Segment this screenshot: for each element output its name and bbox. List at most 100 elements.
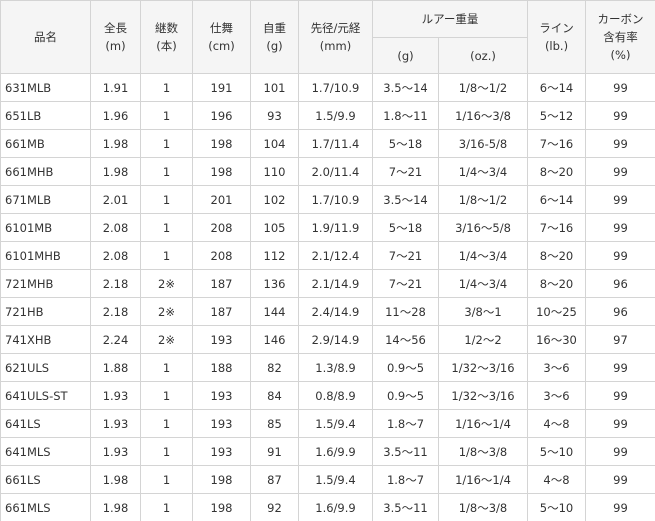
- header-text: 継数: [155, 21, 178, 35]
- data-cell: 1/2～2: [438, 325, 528, 354]
- data-cell: 102: [250, 185, 299, 214]
- data-cell: 1/4～3/4: [438, 157, 528, 186]
- data-cell: 1/8～1/2: [438, 73, 528, 102]
- header-cell: ライン (lb.): [527, 0, 586, 74]
- header-text: 品名: [34, 30, 57, 44]
- data-cell: 2.18: [90, 297, 141, 326]
- data-cell: 3/16-5/8: [438, 129, 528, 158]
- model-cell: 641LS: [0, 409, 91, 438]
- data-cell: 1.98: [90, 157, 141, 186]
- header-text: (lb.): [544, 39, 569, 53]
- data-cell: 1.5/9.4: [298, 409, 373, 438]
- data-cell: 4～8: [527, 409, 586, 438]
- data-cell: 1: [140, 409, 193, 438]
- model-cell: 631MLB: [0, 73, 91, 102]
- data-cell: 10～25: [527, 297, 586, 326]
- data-cell: 198: [192, 129, 251, 158]
- model-cell: 641MLS: [0, 437, 91, 466]
- data-cell: 1.7/11.4: [298, 129, 373, 158]
- data-cell: 6～14: [527, 185, 586, 214]
- model-cell: 641ULS-ST: [0, 381, 91, 410]
- data-cell: 91: [250, 437, 299, 466]
- data-cell: 1: [140, 157, 193, 186]
- data-cell: 14～56: [372, 325, 439, 354]
- data-cell: 16～30: [527, 325, 586, 354]
- data-cell: 1: [140, 437, 193, 466]
- data-cell: 198: [192, 493, 251, 521]
- data-cell: 99: [585, 101, 655, 130]
- model-cell: 6101MB: [0, 213, 91, 242]
- table-row: 671MLB 2.01 1 201 102 1.7/10.9 3.5～14 1/8～1/2 6～…: [0, 185, 655, 214]
- data-cell: 1.8～7: [372, 465, 439, 494]
- data-cell: 99: [585, 157, 655, 186]
- data-cell: 2※: [140, 269, 193, 298]
- data-cell: 3/8～1: [438, 297, 528, 326]
- data-cell: 1.3/8.9: [298, 353, 373, 382]
- data-cell: 5～10: [527, 493, 586, 521]
- data-cell: 8～20: [527, 269, 586, 298]
- data-cell: 8～20: [527, 241, 586, 270]
- header-text: 自重: [263, 21, 286, 35]
- data-cell: 7～16: [527, 129, 586, 158]
- data-cell: 193: [192, 409, 251, 438]
- data-cell: 1/4～3/4: [438, 241, 528, 270]
- data-cell: 4～8: [527, 465, 586, 494]
- data-cell: 1.93: [90, 409, 141, 438]
- data-cell: 7～21: [372, 157, 439, 186]
- data-cell: 193: [192, 437, 251, 466]
- data-cell: 1/4～3/4: [438, 269, 528, 298]
- data-cell: 1: [140, 101, 193, 130]
- data-cell: 2.1/14.9: [298, 269, 373, 298]
- header-text: 先径/元経: [310, 21, 361, 35]
- data-cell: 3.5～11: [372, 437, 439, 466]
- data-cell: 201: [192, 185, 251, 214]
- data-cell: 5～12: [527, 101, 586, 130]
- table-row: 661MB 1.98 1 198 104 1.7/11.4 5～18 3/16-5/8 7～16…: [0, 129, 655, 158]
- data-cell: 99: [585, 409, 655, 438]
- data-cell: 3.5～14: [372, 185, 439, 214]
- table-row: 641LS 1.93 1 193 85 1.5/9.4 1.8～7 1/16～1/4 4～8 99: [0, 409, 655, 438]
- header-cell: ルアー重量: [372, 0, 528, 38]
- data-cell: 187: [192, 269, 251, 298]
- data-cell: 2.1/12.4: [298, 241, 373, 270]
- header-text: 含有率: [603, 30, 638, 44]
- data-cell: 1/16～1/4: [438, 465, 528, 494]
- data-cell: 5～10: [527, 437, 586, 466]
- data-cell: 196: [192, 101, 251, 130]
- data-cell: 84: [250, 381, 299, 410]
- table-row: 631MLB 1.91 1 191 101 1.7/10.9 3.5～14 1/8～1/2 6～…: [0, 73, 655, 102]
- data-cell: 193: [192, 381, 251, 410]
- header-cell: 継数 (本): [140, 0, 193, 74]
- data-cell: 1/8～3/8: [438, 437, 528, 466]
- data-cell: 99: [585, 437, 655, 466]
- header-text: (g): [266, 39, 283, 53]
- data-cell: 1/8～1/2: [438, 185, 528, 214]
- model-cell: 621ULS: [0, 353, 91, 382]
- data-cell: 198: [192, 157, 251, 186]
- data-cell: 1: [140, 465, 193, 494]
- data-cell: 2.08: [90, 213, 141, 242]
- table-row: 641ULS-ST 1.93 1 193 84 0.8/8.9 0.9～5 1/32～3/16…: [0, 381, 655, 410]
- header-text: (本): [156, 39, 177, 53]
- data-cell: 99: [585, 129, 655, 158]
- data-cell: 3.5～14: [372, 73, 439, 102]
- header-row: 品名 全長 (m) 継数 (本) 仕舞 (cm) 自重 (g) 先径/元経 (mm) ルアー重量 ライン…: [0, 0, 655, 74]
- data-cell: 2.08: [90, 241, 141, 270]
- data-cell: 1: [140, 185, 193, 214]
- data-cell: 1/32～3/16: [438, 381, 528, 410]
- data-cell: 2※: [140, 325, 193, 354]
- model-cell: 661MB: [0, 129, 91, 158]
- model-cell: 721HB: [0, 297, 91, 326]
- data-cell: 99: [585, 213, 655, 242]
- data-cell: 191: [192, 73, 251, 102]
- data-cell: 144: [250, 297, 299, 326]
- data-cell: 92: [250, 493, 299, 521]
- data-cell: 87: [250, 465, 299, 494]
- model-cell: 661LS: [0, 465, 91, 494]
- data-cell: 96: [585, 297, 655, 326]
- data-cell: 1.93: [90, 437, 141, 466]
- data-cell: 99: [585, 241, 655, 270]
- table-header: 品名 全長 (m) 継数 (本) 仕舞 (cm) 自重 (g) 先径/元経 (mm) ルアー重量 ライン…: [0, 0, 655, 74]
- data-cell: 8～20: [527, 157, 586, 186]
- data-cell: 7～16: [527, 213, 586, 242]
